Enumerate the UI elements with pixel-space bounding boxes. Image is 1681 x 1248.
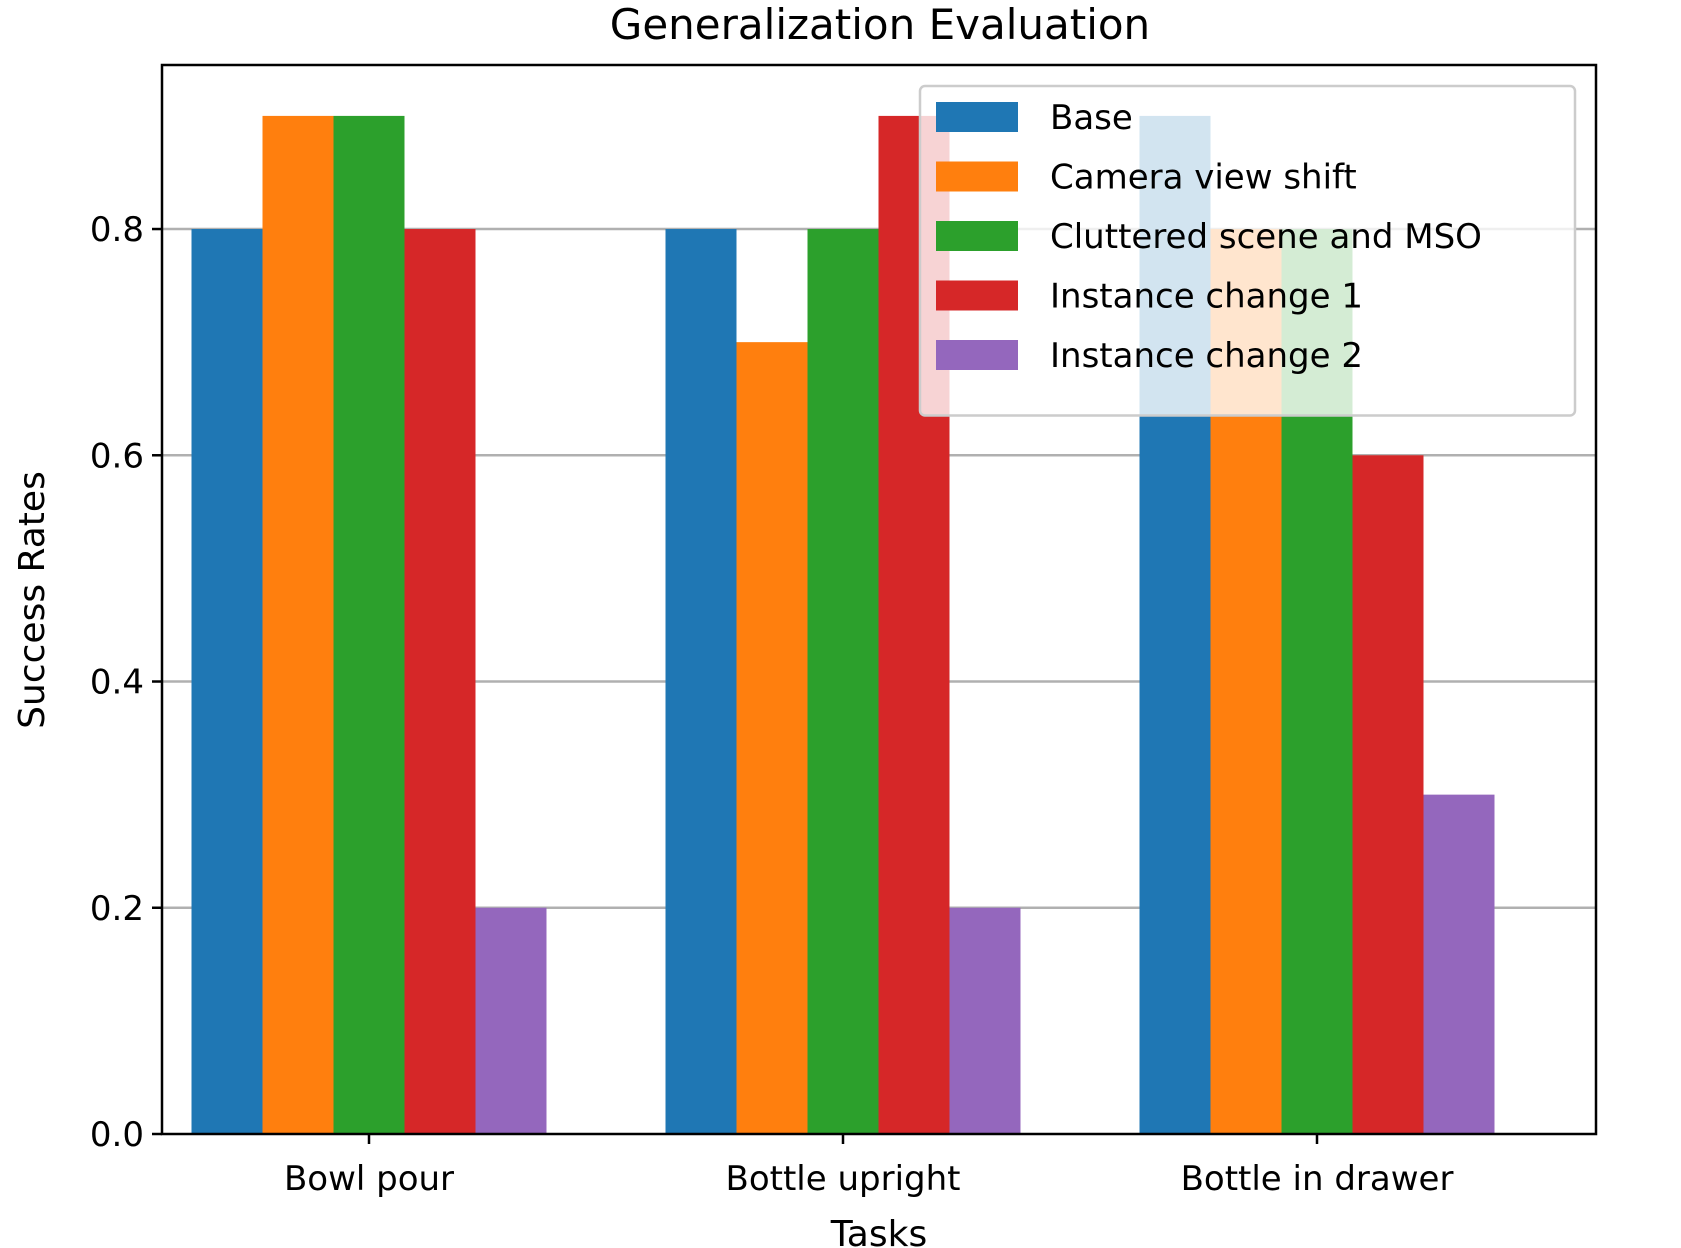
y-axis: 0.0 0.2 0.4 0.6 0.8: [90, 210, 162, 1155]
y-tick-label: 0.6: [90, 436, 144, 476]
bars: [191, 115, 1495, 1134]
plot-frame: [160, 63, 1598, 1136]
legend-swatch: [936, 161, 1018, 192]
x-tick-label: Bowl pour: [284, 1159, 454, 1199]
bar: [665, 229, 737, 1134]
bar: [807, 229, 879, 1134]
bar: [949, 907, 1021, 1134]
bar: [333, 115, 405, 1134]
bar: [1423, 794, 1495, 1134]
legend-label: Camera view shift: [1050, 158, 1357, 198]
legend-label: Base: [1050, 98, 1133, 138]
bar: [191, 229, 263, 1134]
legend-label: Cluttered scene and MSO: [1050, 217, 1482, 257]
y-tick-label: 0.2: [90, 889, 144, 929]
x-tick-label: Bottle upright: [726, 1159, 961, 1199]
bar: [404, 229, 476, 1134]
legend-label: Instance change 2: [1050, 336, 1363, 376]
x-axis: Bowl pour Bottle upright Bottle in drawer: [284, 1134, 1454, 1199]
x-axis-label: Tasks: [830, 1214, 927, 1248]
legend: Base Camera view shift Cluttered scene and…: [918, 84, 1577, 417]
legend-swatch: [936, 221, 1018, 251]
y-tick-label: 0.8: [90, 210, 144, 250]
legend-swatch: [936, 340, 1018, 370]
bar: [475, 907, 547, 1134]
y-tick-label: 0.4: [90, 663, 144, 703]
legend-box: [918, 84, 1577, 417]
y-axis-label: Success Rates: [12, 471, 53, 729]
y-tick-label: 0.0: [90, 1115, 144, 1155]
bar: [1352, 455, 1424, 1134]
legend-label: Instance change 1: [1050, 277, 1363, 317]
x-tick-label: Bottle in drawer: [1181, 1159, 1454, 1199]
chart-title: Generalization Evaluation: [610, 0, 1150, 49]
legend-swatch: [936, 102, 1018, 132]
bar: [736, 342, 808, 1134]
bar: [262, 115, 334, 1134]
legend-swatch: [936, 280, 1018, 311]
